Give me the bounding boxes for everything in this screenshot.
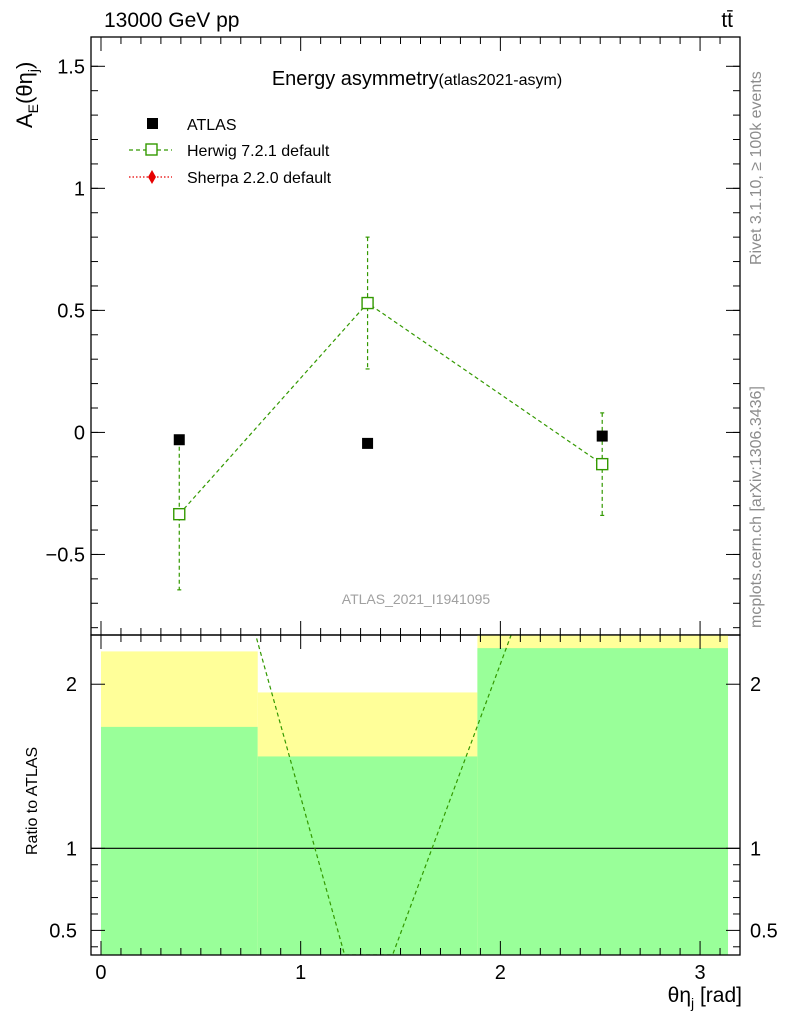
legend-atlas-label: ATLAS xyxy=(187,117,237,134)
process-label: tt̄ xyxy=(721,9,733,32)
main-ytick-label: 1.5 xyxy=(57,56,85,78)
ratio-band-inner xyxy=(477,648,729,955)
legend: ATLAS Herwig 7.2.1 default Sherpa 2.2.0 … xyxy=(129,117,332,187)
title-sub: (atlas2021-asym) xyxy=(439,72,563,89)
ratio-bands xyxy=(100,635,729,955)
herwig-ratio-line xyxy=(255,635,512,955)
atlas-point xyxy=(596,430,608,442)
herwig-line xyxy=(178,302,603,515)
atlas-point xyxy=(362,437,374,449)
ratio-xtick-label: 3 xyxy=(694,962,705,984)
ratio-ytick-label: 2 xyxy=(66,674,77,696)
ratio-x-label: θηj [rad] xyxy=(668,984,742,1011)
title-text: Energy asymmetry xyxy=(272,68,439,90)
ratio-frame xyxy=(90,634,741,956)
ratio-y-label: Ratio to ATLAS xyxy=(24,747,41,855)
main-y-label: AE(θηj) xyxy=(12,62,41,128)
legend-sherpa-label: Sherpa 2.2.0 default xyxy=(187,170,332,187)
rivet-label: Rivet 3.1.10, ≥ 100k events xyxy=(748,71,765,265)
herwig-point xyxy=(173,507,186,521)
watermark: ATLAS_2021_I1941095 xyxy=(342,591,491,607)
ratio-band-inner xyxy=(257,756,478,955)
main-panel: −0.5 0 0.5 1 1.5 Energy asymmetry(atlas2021-… xyxy=(12,36,741,636)
energy-label: 13000 GeV pp xyxy=(104,9,239,32)
main-ytick-label: 0 xyxy=(74,422,85,444)
main-title: Energy asymmetry(atlas2021-asym) xyxy=(272,68,562,90)
main-ytick-label: 1 xyxy=(74,178,85,200)
legend-herwig-marker xyxy=(145,143,158,156)
ratio-ytick-label: 1 xyxy=(66,838,77,860)
legend-atlas-marker xyxy=(147,118,158,129)
ratio-ytick-label: 0.5 xyxy=(49,920,77,942)
ratio-panel: 0.5 0.5 1 1 2 2 0 1 2 3 Ratio to ATLAS θηj [rad] xyxy=(24,37,778,1011)
herwig-point xyxy=(596,457,609,471)
ratio-ytick-label-right: 0.5 xyxy=(750,920,778,942)
mcplots-label: mcplots.cern.ch [arXiv:1306.3436] xyxy=(748,386,765,628)
ratio-xtick-label: 2 xyxy=(495,962,506,984)
herwig-point xyxy=(361,296,374,310)
legend-herwig-label: Herwig 7.2.1 default xyxy=(187,143,330,160)
ratio-ytick-label-right: 2 xyxy=(750,674,761,696)
ratio-y-axis: 0.5 0.5 1 1 2 2 xyxy=(49,674,778,948)
ratio-ytick-label-right: 1 xyxy=(750,838,761,860)
legend-sherpa-marker xyxy=(148,170,156,184)
main-ytick-label: −0.5 xyxy=(46,544,85,566)
main-ytick-label: 0.5 xyxy=(57,300,85,322)
main-data-layer xyxy=(173,236,609,591)
ratio-band-inner xyxy=(100,726,258,955)
main-y-axis: −0.5 0 0.5 1 1.5 xyxy=(46,56,740,629)
ratio-x-axis: 0 1 2 3 xyxy=(95,37,721,984)
ratio-lines xyxy=(91,635,740,955)
atlas-point xyxy=(173,434,185,446)
ratio-xtick-label: 0 xyxy=(95,962,106,984)
ratio-xtick-label: 1 xyxy=(295,962,306,984)
